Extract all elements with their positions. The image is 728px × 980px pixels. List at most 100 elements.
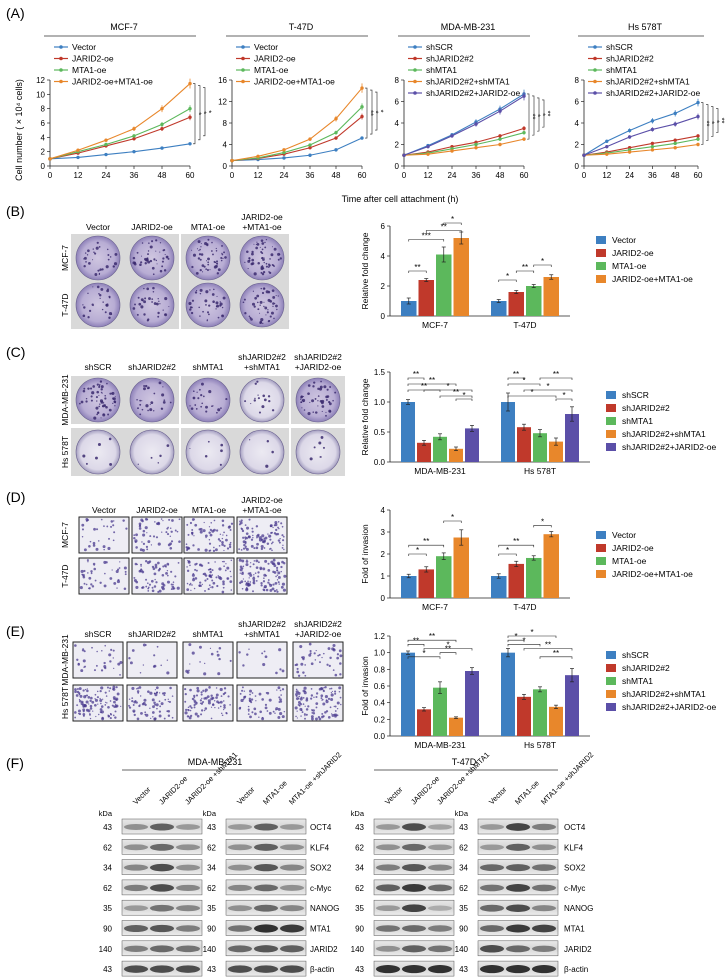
invaded-cell <box>196 689 200 693</box>
colony <box>145 258 149 262</box>
invaded-cell <box>275 575 277 578</box>
invaded-cell <box>334 673 338 677</box>
invaded-cell <box>295 693 298 696</box>
y-axis-label: Relative fold change <box>360 232 370 309</box>
band <box>480 864 504 872</box>
x-tick-label: 36 <box>306 171 315 180</box>
colony <box>100 417 102 419</box>
invaded-cell <box>247 535 251 539</box>
invaded-cell <box>187 559 189 562</box>
x-tick-label: 60 <box>358 171 367 180</box>
invasion-image <box>126 641 178 679</box>
colony <box>83 387 86 390</box>
colony <box>271 246 273 248</box>
invaded-cell <box>219 700 223 704</box>
colony <box>198 249 200 252</box>
colony <box>210 250 213 252</box>
x-tick-label: 48 <box>332 171 341 180</box>
invaded-cell <box>338 686 342 690</box>
colony <box>192 253 197 257</box>
sig-label: * <box>522 636 525 645</box>
invaded-cell <box>310 697 313 700</box>
colony <box>151 301 153 303</box>
band <box>176 844 200 851</box>
category-label: MDA-MB-231 <box>414 466 466 476</box>
invaded-cell <box>281 688 285 691</box>
invaded-cell <box>88 703 90 705</box>
invaded-cell <box>142 548 145 552</box>
invaded-cell <box>263 577 265 579</box>
invaded-cell <box>307 705 310 708</box>
bar <box>418 280 434 316</box>
invaded-cell <box>156 645 159 648</box>
panel-a-y-label: Cell number ( × 10⁴ cells) <box>14 79 24 181</box>
legend-label: Vector <box>254 42 278 52</box>
invaded-cell <box>267 562 270 565</box>
growth-chart-3: MDA-MB-231shSCRshJARID2#2shMTA1shJARID2#… <box>395 22 553 180</box>
legend-marker <box>59 45 63 49</box>
invaded-cell <box>245 547 249 551</box>
band <box>480 925 504 932</box>
sig-bracket <box>507 635 557 638</box>
invaded-cell <box>308 653 312 657</box>
invaded-cell <box>199 564 201 566</box>
colony <box>140 255 143 257</box>
colony <box>217 408 221 412</box>
invaded-cell <box>310 687 313 690</box>
colony <box>133 262 137 266</box>
colony <box>106 248 109 251</box>
invaded-cell <box>81 648 85 652</box>
colony <box>109 462 113 466</box>
kda-value: 140 <box>351 945 365 954</box>
colony <box>255 246 258 250</box>
sig-label: * <box>546 382 549 391</box>
invaded-cell <box>99 581 102 584</box>
invaded-cell <box>248 648 250 650</box>
colony <box>92 304 94 307</box>
x-tick-label: 36 <box>472 171 481 180</box>
invaded-cell <box>110 520 114 523</box>
band <box>124 844 148 851</box>
kda-value: 43 <box>207 965 216 974</box>
invaded-cell <box>209 570 212 574</box>
invaded-cell <box>260 584 263 587</box>
colony <box>189 306 193 309</box>
well <box>75 429 121 475</box>
colony <box>199 292 202 295</box>
invaded-cell <box>145 713 149 717</box>
colony <box>137 407 139 410</box>
invaded-cell <box>133 579 137 583</box>
colony <box>201 264 205 267</box>
invaded-cell <box>147 589 150 592</box>
sig-label: * <box>200 111 209 114</box>
invaded-cell <box>304 674 307 677</box>
invaded-cell <box>188 716 192 720</box>
invaded-cell <box>177 561 180 564</box>
invaded-cell <box>203 521 205 524</box>
colony <box>266 311 269 314</box>
invaded-cell <box>222 586 225 589</box>
band <box>254 884 278 892</box>
invaded-cell <box>171 519 174 522</box>
data-point <box>498 134 502 138</box>
invaded-cell <box>111 704 114 707</box>
invaded-cell <box>80 669 84 673</box>
invaded-cell <box>102 545 106 549</box>
colony <box>96 400 98 402</box>
colony <box>85 397 88 400</box>
sig-label: ** <box>441 223 447 232</box>
invaded-cell <box>255 525 259 528</box>
colony <box>251 252 254 256</box>
sig-bracket <box>711 106 714 137</box>
sig-bracket <box>539 656 573 659</box>
invaded-cell <box>157 561 160 565</box>
sig-label: *** <box>422 232 431 241</box>
legend-swatch <box>606 404 616 412</box>
sig-label: ** <box>553 370 559 379</box>
invaded-cell <box>330 687 333 690</box>
e-col-label-3: shMTA1 <box>192 629 223 639</box>
invaded-cell <box>240 580 244 584</box>
invaded-cell <box>301 711 304 714</box>
invaded-cell <box>329 706 332 709</box>
invaded-cell <box>78 687 82 691</box>
